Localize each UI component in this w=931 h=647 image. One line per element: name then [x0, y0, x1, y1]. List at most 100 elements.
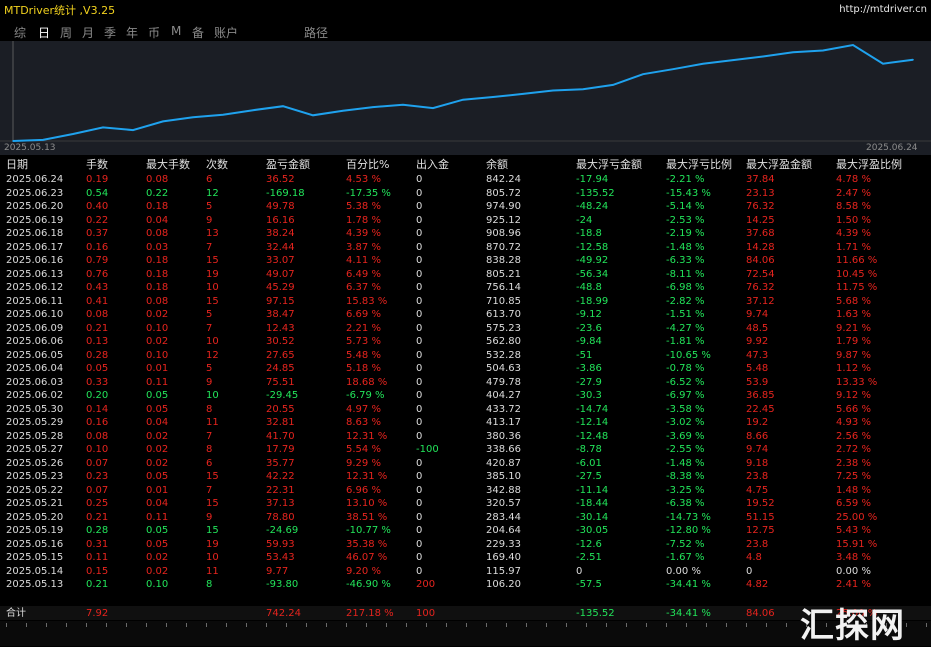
table-cell: 0.02 — [146, 565, 169, 577]
balance-series-line — [12, 43, 914, 142]
table-row[interactable]: 2025.06.16 0.79 0.18 15 33.07 4.11 % 0 838.28 -4… — [0, 254, 931, 267]
table-cell: 2025.06.04 — [6, 363, 64, 374]
scroll-tick — [186, 623, 187, 627]
scroll-tick — [866, 623, 867, 627]
table-cell: 532.28 — [486, 349, 521, 361]
tab-4[interactable]: 季 — [104, 26, 117, 40]
balance-point — [132, 129, 134, 131]
tab-5[interactable]: 年 — [126, 26, 139, 40]
scroll-tick — [706, 623, 707, 627]
column-header[interactable]: 余额 — [486, 158, 508, 171]
table-cell: -3.02 % — [666, 417, 705, 428]
table-cell: 22.31 — [266, 484, 295, 496]
table-cell: 76.32 — [746, 201, 775, 212]
column-header[interactable]: 最大手数 — [146, 158, 190, 171]
tab-10[interactable]: 路径 — [304, 26, 329, 40]
table-row[interactable]: 2025.05.30 0.14 0.05 8 20.55 4.97 % 0 433.72 -14… — [0, 403, 931, 416]
table-cell: 2025.05.19 — [6, 525, 64, 536]
table-cell: 385.10 — [486, 471, 521, 482]
tab-8[interactable]: 备 — [192, 26, 205, 40]
column-header[interactable]: 出入金 — [416, 158, 449, 171]
tab-1[interactable]: 日 — [38, 26, 51, 40]
table-cell: 0.18 — [146, 268, 169, 280]
table-cell: 19 — [206, 268, 219, 280]
balance-point — [432, 107, 434, 109]
table-row[interactable]: 2025.05.26 0.07 0.02 6 35.77 9.29 % 0 420.87 -6.… — [0, 457, 931, 470]
total-cell: -34.41 % — [666, 608, 711, 619]
balance-point — [912, 58, 914, 61]
column-header[interactable]: 最大浮盈金额 — [746, 158, 812, 171]
table-cell: 0 — [416, 363, 423, 374]
column-header[interactable]: 最大浮亏金额 — [576, 158, 642, 171]
total-cell: 合计 — [6, 608, 26, 619]
table-cell: 8.58 % — [836, 201, 871, 212]
table-row[interactable]: 2025.06.20 0.40 0.18 5 49.78 5.38 % 0 974.90 -48… — [0, 200, 931, 213]
table-cell: 0.08 — [146, 228, 169, 239]
balance-point — [342, 109, 344, 112]
table-cell: 2.47 % — [836, 187, 871, 199]
table-cell: 1.78 % — [346, 214, 381, 226]
tab-7[interactable]: M — [171, 24, 182, 38]
table-row[interactable]: 2025.05.15 0.11 0.02 10 53.43 46.07 % 0 169.40 -… — [0, 551, 931, 564]
table-row[interactable]: 2025.06.11 0.41 0.08 15 97.15 15.83 % 0 710.85 -… — [0, 295, 931, 308]
table-row[interactable]: 2025.06.18 0.37 0.08 13 38.24 4.39 % 0 908.96 -1… — [0, 227, 931, 240]
column-header[interactable]: 最大浮盈比例 — [836, 158, 902, 171]
column-header[interactable]: 最大浮亏比例 — [666, 158, 732, 171]
table-cell: 0.22 — [86, 214, 109, 226]
table-cell: 0.37 — [86, 228, 109, 239]
table-row[interactable]: 2025.06.03 0.33 0.11 9 75.51 18.68 % 0 479.78 -2… — [0, 376, 931, 389]
column-header[interactable]: 百分比% — [346, 158, 390, 171]
table-row[interactable]: 2025.06.09 0.21 0.10 7 12.43 2.21 % 0 575.23 -23… — [0, 322, 931, 335]
scroll-tick — [426, 623, 427, 627]
horizontal-scrollbar[interactable] — [0, 621, 931, 646]
table-row[interactable]: 2025.06.24 0.19 0.08 6 36.52 4.53 % 0 842.24 -17… — [0, 173, 931, 186]
table-cell: 0 — [416, 403, 423, 415]
table-cell: 0 — [416, 187, 423, 199]
table-cell: 23.13 — [746, 187, 775, 199]
column-header[interactable]: 日期 — [6, 158, 28, 171]
table-row[interactable]: 2025.06.23 0.54 0.22 12 -169.18 -17.35 % 0 805.… — [0, 187, 931, 200]
table-cell: 32.44 — [266, 241, 295, 253]
table-row[interactable]: 2025.06.17 0.16 0.03 7 32.44 3.87 % 0 870.72 -12… — [0, 241, 931, 254]
site-url-link[interactable]: http://mtdriver.cn — [839, 4, 927, 15]
table-cell: 4.39 % — [346, 228, 381, 239]
table-cell: 0 — [416, 471, 423, 482]
tab-3[interactable]: 月 — [82, 26, 95, 40]
table-row[interactable]: 2025.05.21 0.25 0.04 15 37.13 13.10 % 0 320.57 -… — [0, 497, 931, 510]
table-cell: 0 — [416, 255, 423, 266]
table-cell: 7 — [206, 322, 213, 334]
table-cell: 838.28 — [486, 255, 521, 266]
table-row[interactable]: 2025.06.13 0.76 0.18 19 49.07 6.49 % 0 805.21 -5… — [0, 268, 931, 281]
table-row[interactable]: 2025.06.10 0.08 0.02 5 38.47 6.69 % 0 613.70 -9.… — [0, 308, 931, 321]
table-row[interactable]: 2025.05.16 0.31 0.05 19 59.93 35.38 % 0 229.33 -… — [0, 538, 931, 551]
column-header[interactable]: 手数 — [86, 158, 108, 171]
table-row[interactable]: 2025.05.27 0.10 0.02 8 17.79 5.54 % -100 338.66… — [0, 443, 931, 456]
table-cell: 0 — [416, 214, 423, 226]
tab-0[interactable]: 综 — [14, 26, 27, 40]
column-header[interactable]: 盈亏金额 — [266, 158, 310, 171]
table-row[interactable]: 2025.06.04 0.05 0.01 5 24.85 5.18 % 0 504.63 -3.… — [0, 362, 931, 375]
tab-6[interactable]: 币 — [148, 26, 161, 40]
table-cell: 974.90 — [486, 201, 521, 212]
table-cell: 0.00 % — [836, 565, 871, 577]
table-row[interactable]: 2025.06.12 0.43 0.18 10 45.29 6.37 % 0 756.14 -4… — [0, 281, 931, 294]
table-cell: 9 — [206, 376, 213, 388]
table-row[interactable]: 2025.05.14 0.15 0.02 11 9.77 9.20 % 0 115.97 0 0.… — [0, 565, 931, 578]
table-row[interactable]: 2025.06.02 0.20 0.05 10 -29.45 -6.79 % 0 404.27… — [0, 389, 931, 402]
table-row[interactable]: 2025.05.29 0.16 0.04 11 32.81 8.63 % 0 413.17 -1… — [0, 416, 931, 429]
table-row[interactable]: 2025.06.05 0.28 0.10 12 27.65 5.48 % 0 532.28 -5… — [0, 349, 931, 362]
column-header[interactable]: 次数 — [206, 158, 228, 171]
table-row[interactable]: 2025.05.23 0.23 0.05 15 42.22 12.31 % 0 385.10 -… — [0, 470, 931, 483]
table-row[interactable]: 2025.05.13 0.21 0.10 8 -93.80 -46.90 % 200 106.… — [0, 578, 931, 591]
table-cell: 0 — [576, 565, 583, 577]
tab-2[interactable]: 周 — [60, 26, 73, 40]
table-row[interactable]: 2025.06.06 0.13 0.02 10 30.52 5.73 % 0 562.80 -9… — [0, 335, 931, 348]
table-row[interactable]: 2025.05.19 0.28 0.05 15 -24.69 -10.77 % 0 204.6… — [0, 524, 931, 537]
table-row[interactable]: 2025.05.22 0.07 0.01 7 22.31 6.96 % 0 342.88 -11… — [0, 484, 931, 497]
tab-9[interactable]: 账户 — [214, 26, 239, 40]
table-cell: -1.48 % — [666, 457, 705, 469]
scroll-tick — [826, 623, 827, 627]
table-row[interactable]: 2025.05.28 0.08 0.02 7 41.70 12.31 % 0 380.36 -1… — [0, 430, 931, 443]
table-row[interactable]: 2025.05.20 0.21 0.11 9 78.80 38.51 % 0 283.44 -3… — [0, 511, 931, 524]
table-row[interactable]: 2025.06.19 0.22 0.04 9 16.16 1.78 % 0 925.12 -24… — [0, 214, 931, 227]
